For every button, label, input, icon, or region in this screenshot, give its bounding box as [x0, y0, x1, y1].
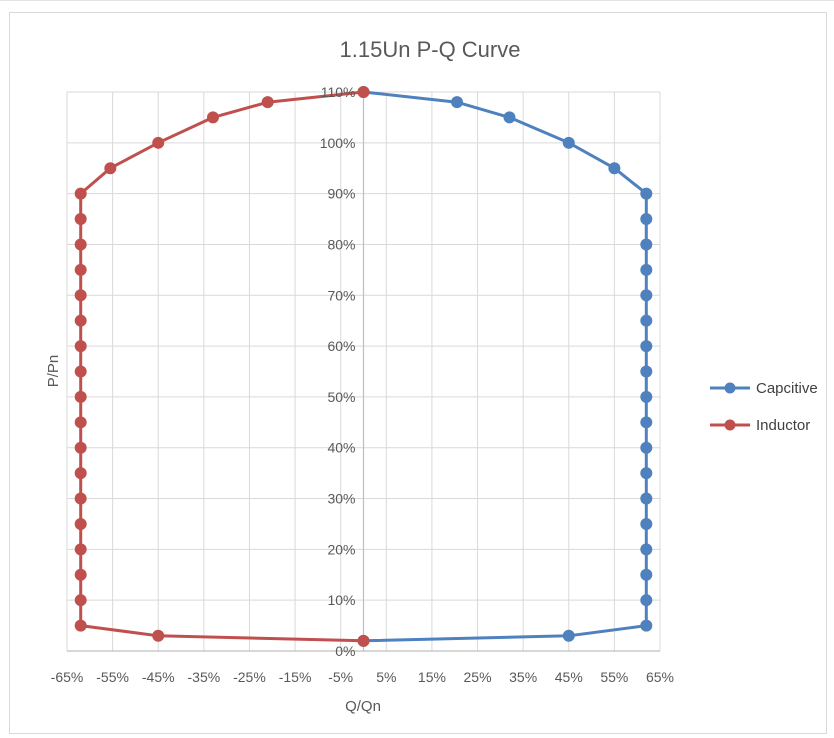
x-tick-label: 65% [646, 669, 674, 685]
y-tick-label: 80% [327, 236, 355, 252]
x-tick-label: 15% [418, 669, 446, 685]
data-point-capcitive [640, 492, 653, 505]
legend-marker-capcitive [724, 382, 736, 394]
x-tick-label: -55% [96, 669, 129, 685]
data-point-capcitive [640, 619, 653, 632]
y-axis-title: P/Pn [45, 355, 62, 388]
data-point-inductor [74, 517, 87, 530]
x-tick-label: -15% [279, 669, 312, 685]
data-point-inductor [206, 111, 219, 124]
axes [67, 92, 660, 652]
data-point-inductor [74, 238, 87, 251]
data-point-inductor [74, 416, 87, 429]
data-point-inductor [74, 441, 87, 454]
x-tick-label: 35% [509, 669, 537, 685]
data-point-capcitive [503, 111, 516, 124]
x-tick-label: -45% [142, 669, 175, 685]
data-point-inductor [74, 492, 87, 505]
data-point-capcitive [640, 365, 653, 378]
data-point-capcitive [640, 517, 653, 530]
data-point-inductor [357, 86, 370, 98]
data-point-capcitive [640, 594, 653, 607]
data-point-capcitive [640, 467, 653, 480]
data-point-inductor [74, 568, 87, 581]
y-tick-label: 30% [327, 491, 355, 507]
data-point-inductor [152, 629, 165, 642]
data-point-capcitive [640, 390, 653, 403]
y-tick-label: 0% [335, 643, 355, 659]
x-tick-label: 55% [600, 669, 628, 685]
data-point-inductor [74, 543, 87, 556]
x-tick-label: 25% [464, 669, 492, 685]
legend-marker-inductor [724, 419, 736, 431]
data-point-inductor [74, 390, 87, 403]
data-point-inductor [74, 213, 87, 226]
y-tick-label: 70% [327, 287, 355, 303]
data-point-capcitive [562, 136, 575, 149]
data-point-capcitive [562, 629, 575, 642]
data-point-inductor [74, 619, 87, 632]
x-tick-label: -25% [233, 669, 266, 685]
series-line-inductor [79, 90, 364, 643]
y-tick-label: 90% [327, 186, 355, 202]
series-line-capcitive [363, 90, 648, 643]
data-point-inductor [261, 96, 274, 109]
data-point-capcitive [640, 416, 653, 429]
chart-title: 1.15Un P-Q Curve [340, 37, 521, 62]
y-tick-label: 40% [327, 440, 355, 456]
legend-label-inductor: Inductor [756, 417, 810, 434]
data-point-capcitive [640, 187, 653, 200]
data-point-capcitive [640, 441, 653, 454]
top-divider [0, 0, 834, 3]
y-tick-label: 100% [320, 135, 356, 151]
data-point-capcitive [640, 340, 653, 353]
data-point-inductor [74, 594, 87, 607]
y-tick-label: 60% [327, 338, 355, 354]
x-tick-label: 45% [555, 669, 583, 685]
chart-area [9, 12, 827, 734]
data-point-capcitive [451, 96, 464, 109]
data-point-inductor [74, 263, 87, 276]
x-tick-label: 5% [376, 669, 396, 685]
y-tick-label: 10% [327, 592, 355, 608]
data-point-capcitive [640, 289, 653, 302]
data-point-inductor [74, 187, 87, 200]
data-point-capcitive [640, 314, 653, 327]
data-point-capcitive [640, 238, 653, 251]
data-point-inductor [357, 634, 370, 647]
legend: Capcitive Inductor [710, 380, 818, 434]
y-tick-label: 110% [321, 84, 356, 100]
data-point-inductor [74, 289, 87, 302]
y-tick-label: 50% [327, 389, 355, 405]
data-point-inductor [74, 365, 87, 378]
plot-series [74, 86, 653, 647]
data-point-inductor [74, 340, 87, 353]
data-point-inductor [104, 162, 117, 175]
data-point-capcitive [640, 543, 653, 556]
tick-labels: -65% -55% -45% -35% -25% -15% -5% 5% 15% 25% 35% 45… [51, 84, 674, 685]
data-point-inductor [74, 467, 87, 480]
y-tick-label: 20% [327, 541, 355, 557]
data-point-capcitive [608, 162, 621, 175]
data-point-capcitive [640, 263, 653, 276]
gridlines [66, 91, 661, 652]
data-point-capcitive [640, 213, 653, 226]
x-axis-title: Q/Qn [345, 698, 381, 715]
x-tick-label: -5% [328, 669, 353, 685]
data-point-inductor [74, 314, 87, 327]
x-tick-label: -35% [188, 669, 221, 685]
x-tick-label: -65% [51, 669, 84, 685]
legend-label-capcitive: Capcitive [756, 380, 818, 397]
data-point-capcitive [640, 568, 653, 581]
data-point-inductor [152, 136, 165, 149]
